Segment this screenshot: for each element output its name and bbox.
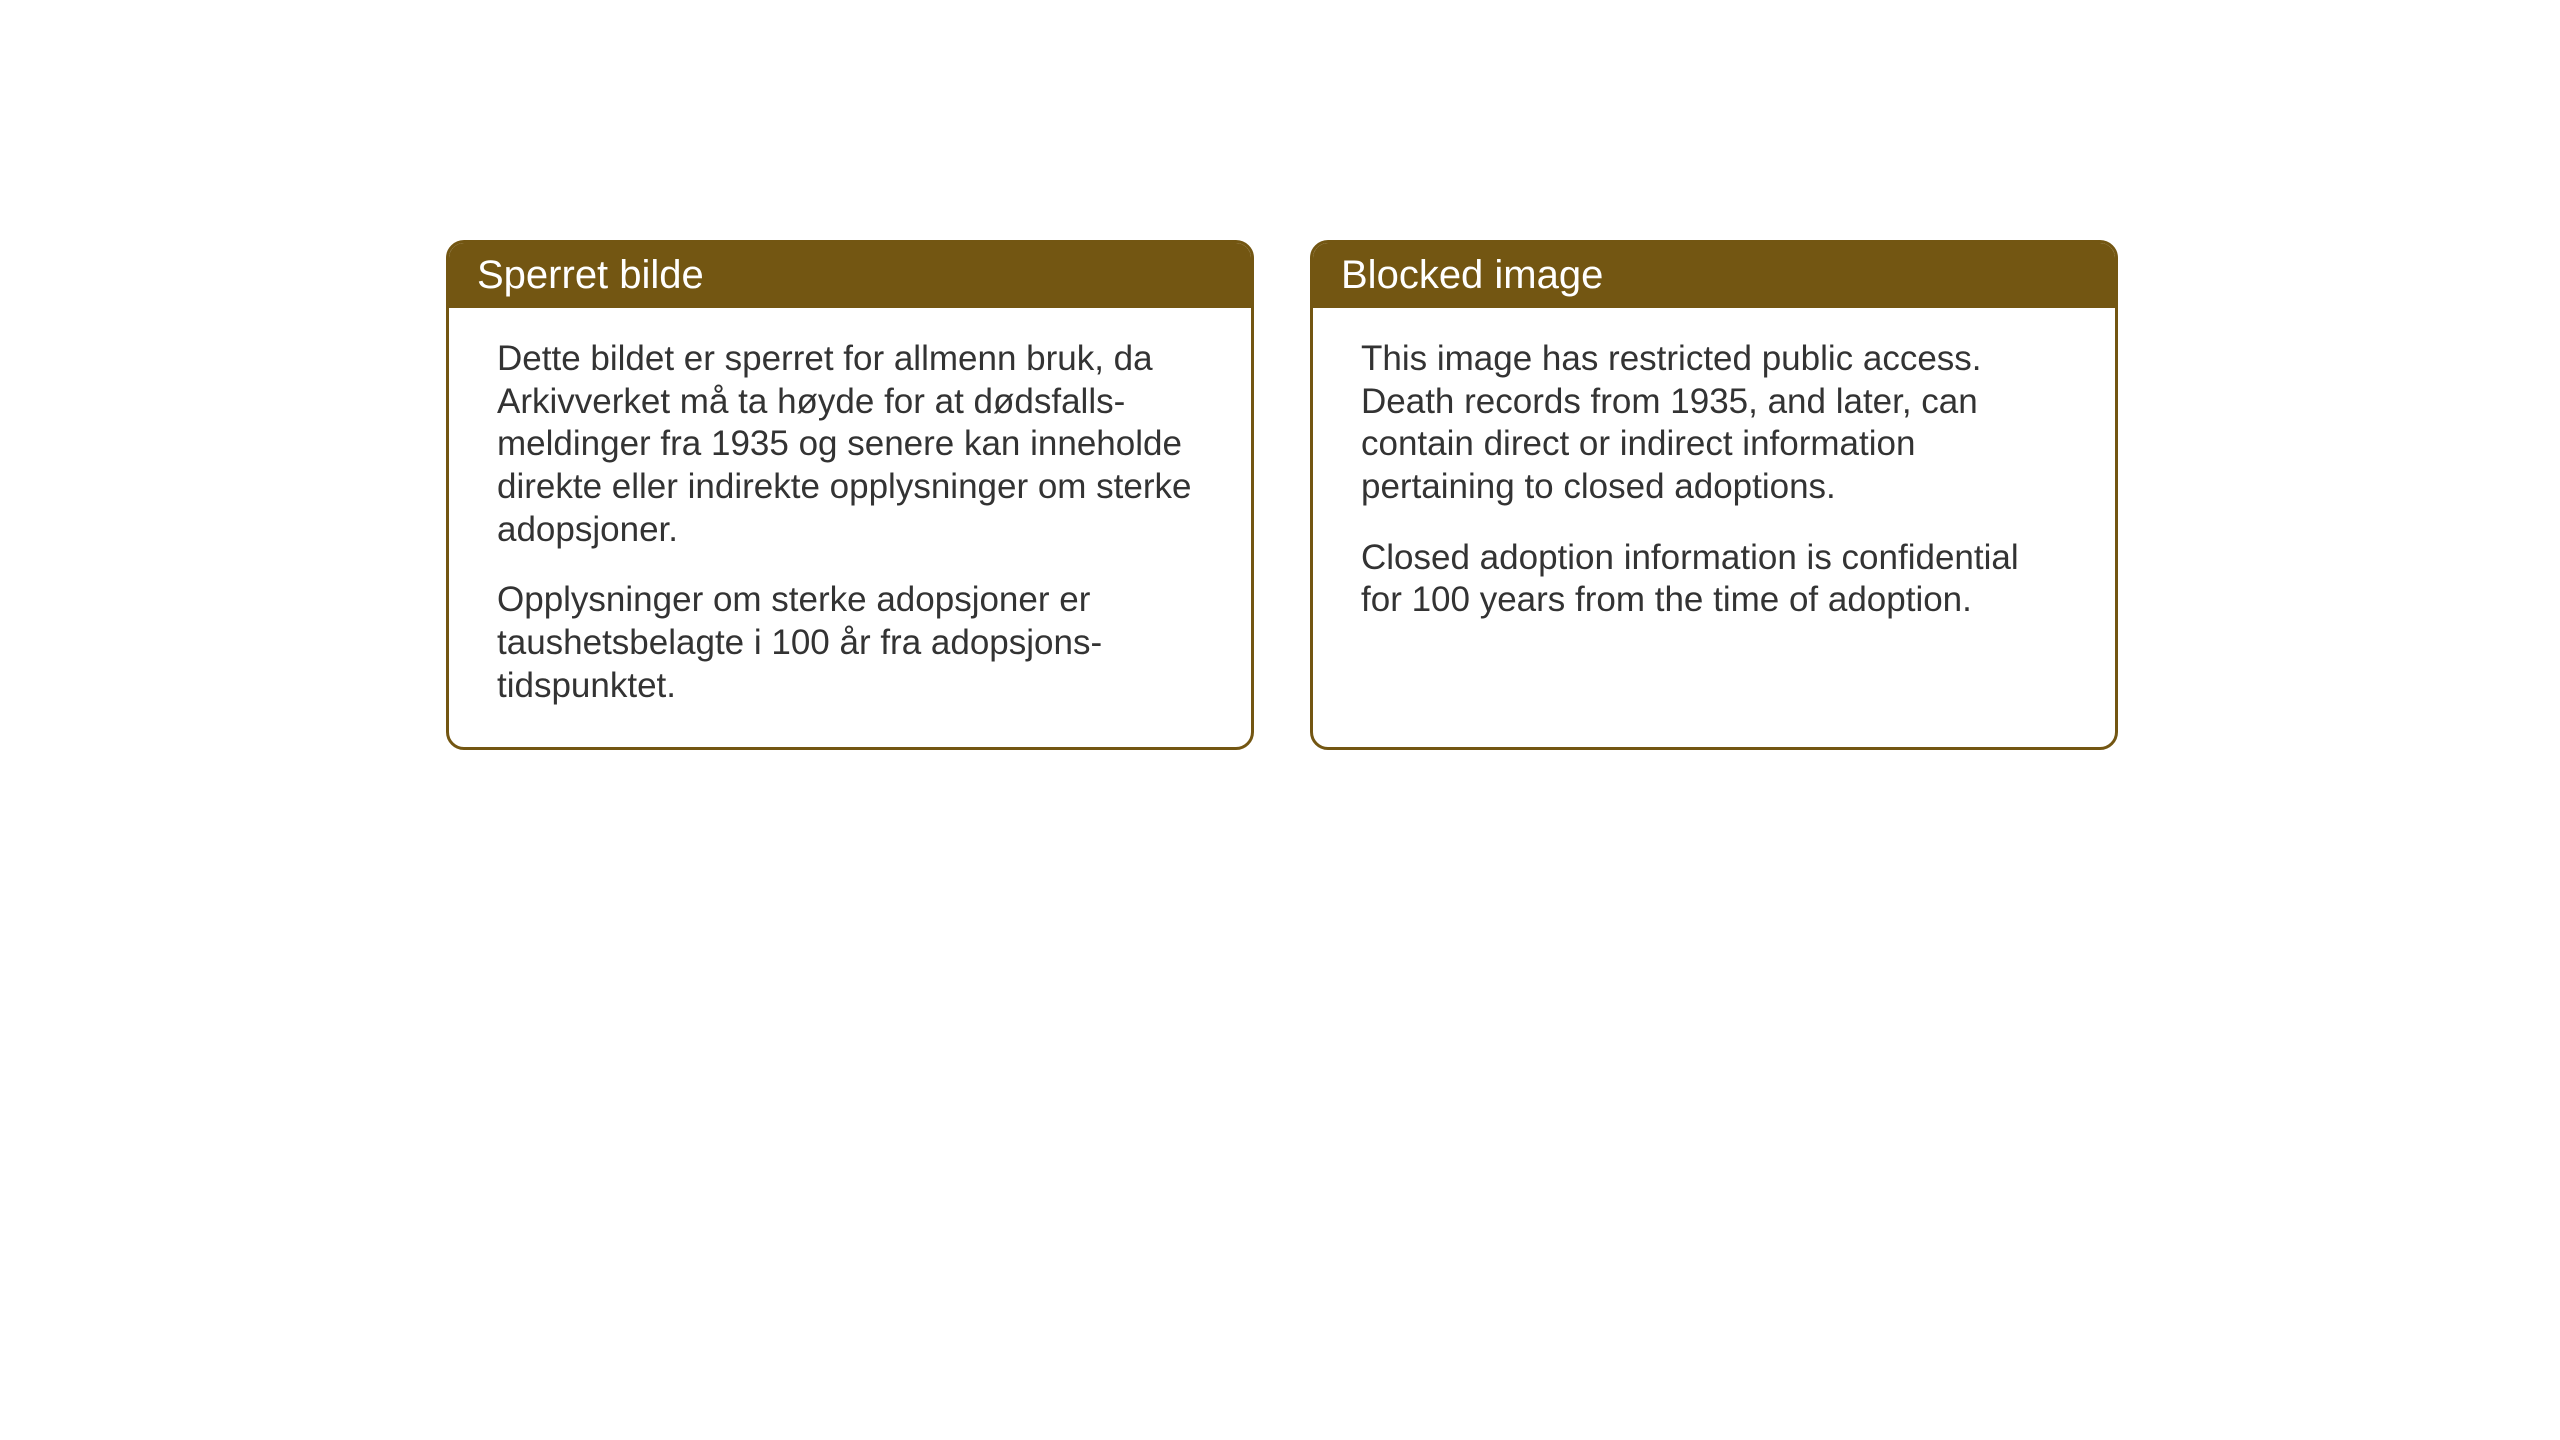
english-notice-card: Blocked image This image has restricted … — [1310, 240, 2118, 750]
english-paragraph-1: This image has restricted public access.… — [1361, 338, 2067, 509]
english-card-title: Blocked image — [1313, 243, 2115, 308]
norwegian-card-body: Dette bildet er sperret for allmenn bruk… — [449, 308, 1251, 748]
english-paragraph-2: Closed adoption information is confident… — [1361, 537, 2067, 622]
english-card-body: This image has restricted public access.… — [1313, 308, 2115, 662]
notice-cards-container: Sperret bilde Dette bildet er sperret fo… — [446, 240, 2118, 750]
norwegian-paragraph-1: Dette bildet er sperret for allmenn bruk… — [497, 338, 1203, 551]
norwegian-paragraph-2: Opplysninger om sterke adopsjoner er tau… — [497, 579, 1203, 707]
norwegian-card-title: Sperret bilde — [449, 243, 1251, 308]
norwegian-notice-card: Sperret bilde Dette bildet er sperret fo… — [446, 240, 1254, 750]
